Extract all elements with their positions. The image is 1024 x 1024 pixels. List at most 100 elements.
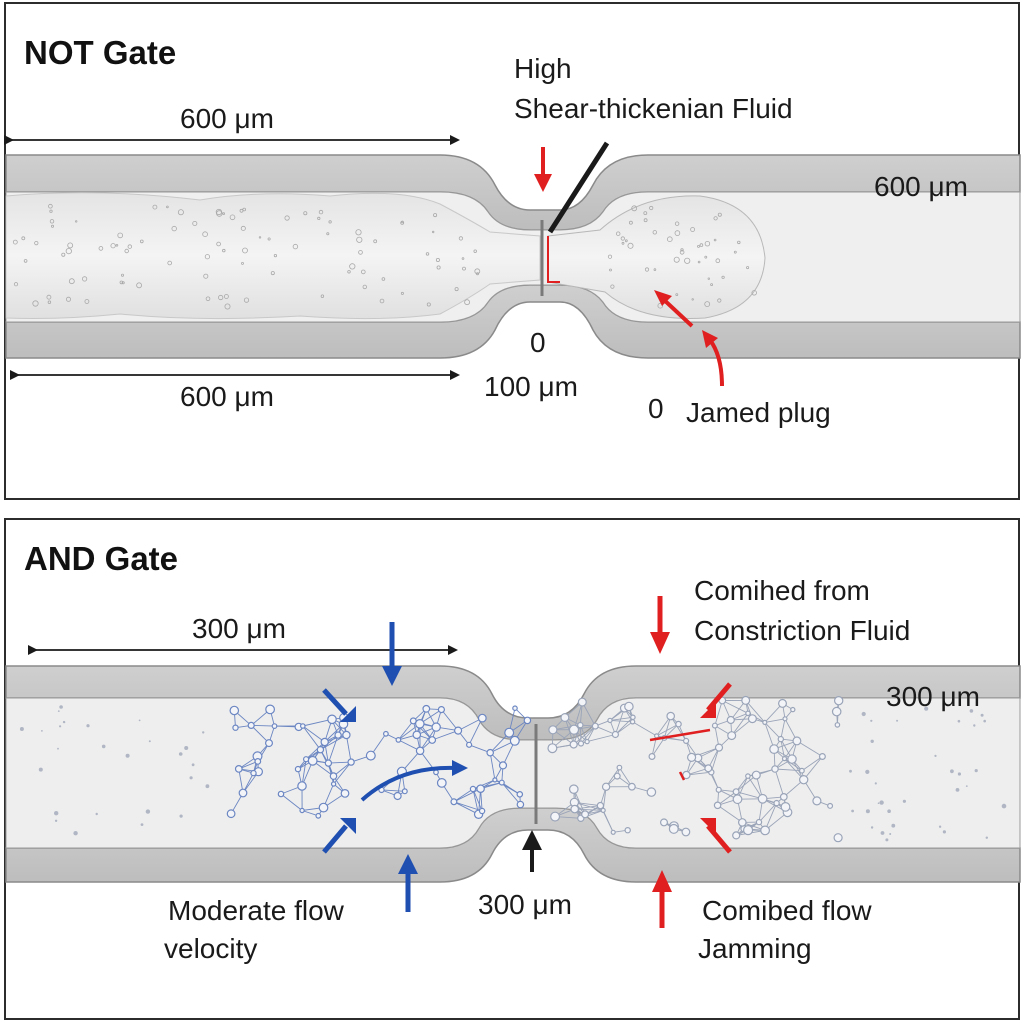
stray-particle (950, 769, 954, 774)
network-node (659, 818, 668, 827)
network-link (615, 716, 634, 735)
network-node (577, 697, 587, 707)
network-node (324, 759, 333, 767)
fluid-particle (239, 208, 244, 213)
stray-particle (95, 812, 98, 816)
fluid-particle (98, 246, 104, 251)
fluid-particle (140, 239, 144, 244)
fluid-particle (679, 250, 685, 255)
fluid-particle (47, 300, 52, 304)
and-comibed-label-line1: Comibed flow (702, 895, 872, 926)
network-link (717, 804, 743, 823)
stray-particle (19, 727, 24, 731)
network-node (329, 772, 338, 780)
network-node (624, 701, 634, 712)
network-node (799, 775, 809, 785)
stray-particle (59, 705, 63, 709)
stray-particle (974, 769, 978, 773)
stray-particle (957, 719, 961, 723)
stray-particle (980, 713, 984, 717)
network-node (299, 807, 305, 814)
fluid-particle (707, 277, 711, 280)
network-node (727, 731, 737, 741)
stray-particle (924, 706, 929, 711)
network-node (477, 713, 487, 723)
network-link (333, 761, 352, 785)
network-node (600, 807, 606, 814)
fluid-particle (373, 239, 378, 244)
fluid-particle (713, 238, 717, 242)
stray-particle (849, 769, 852, 773)
network-node (747, 714, 757, 724)
fluid-particle (84, 299, 90, 304)
network-node (327, 714, 337, 725)
stray-particle (896, 719, 899, 722)
network-node (792, 736, 802, 746)
not-pointer-line (547, 141, 610, 234)
fluid-particle (124, 248, 129, 254)
network-node (234, 765, 243, 773)
network-link (710, 747, 720, 773)
network-node (812, 796, 822, 806)
network-node (498, 761, 508, 770)
network-link (453, 788, 474, 803)
network-node (681, 827, 691, 837)
fluid-particle (362, 284, 367, 290)
not-constriction-width-label: 100 μm (484, 371, 578, 402)
fluid-particle (426, 302, 431, 307)
network-node (247, 721, 255, 730)
fluid-particle (204, 254, 210, 260)
fluid-particle (117, 232, 123, 239)
network-node (610, 829, 616, 835)
network-link (419, 726, 437, 752)
fluid-particle (631, 205, 638, 212)
stray-particle (942, 830, 947, 834)
stray-particle (870, 719, 873, 722)
fluid-particle (48, 203, 53, 209)
fluid-particle (32, 300, 39, 307)
network-node (827, 802, 834, 809)
network-node (726, 715, 735, 725)
fluid-particle (609, 268, 612, 272)
network-node (433, 769, 439, 776)
stray-particle (101, 744, 106, 749)
fluid-particle (317, 216, 321, 220)
stray-particle (938, 825, 942, 828)
network-node (271, 723, 278, 729)
network-link (472, 788, 483, 812)
not-red-down-arrow (534, 147, 552, 192)
fluid-particle (690, 227, 695, 232)
network-node (666, 711, 676, 721)
network-node (818, 752, 826, 760)
network-node (624, 827, 631, 834)
fluid-particle (400, 291, 404, 295)
network-node (560, 712, 570, 722)
fluid-particle (433, 213, 438, 218)
network-node (584, 738, 590, 745)
fluid-particle (240, 225, 246, 231)
stray-particle (54, 819, 58, 822)
network-node (581, 810, 590, 819)
fluid-particle (292, 243, 299, 250)
fluid-particle (675, 293, 679, 297)
fluid-particle (127, 244, 132, 249)
stray-particle (59, 725, 62, 728)
fluid-particle (616, 231, 621, 236)
fluid-particle (717, 212, 722, 217)
stray-particle (887, 809, 891, 813)
not-label-high: High (514, 53, 572, 84)
network-node (226, 809, 236, 819)
network-node (686, 752, 697, 763)
network-node (265, 739, 274, 748)
stray-particle (184, 746, 189, 750)
fluid-particle (381, 277, 386, 281)
network-node (415, 746, 425, 756)
not-left-fluid (5, 192, 541, 320)
stray-particle (969, 709, 974, 713)
network-node (799, 767, 805, 774)
stray-particle (965, 785, 968, 787)
fluid-particle (270, 271, 275, 276)
fluid-particle (464, 299, 471, 306)
network-node (504, 727, 515, 738)
fluid-particle (432, 230, 435, 234)
